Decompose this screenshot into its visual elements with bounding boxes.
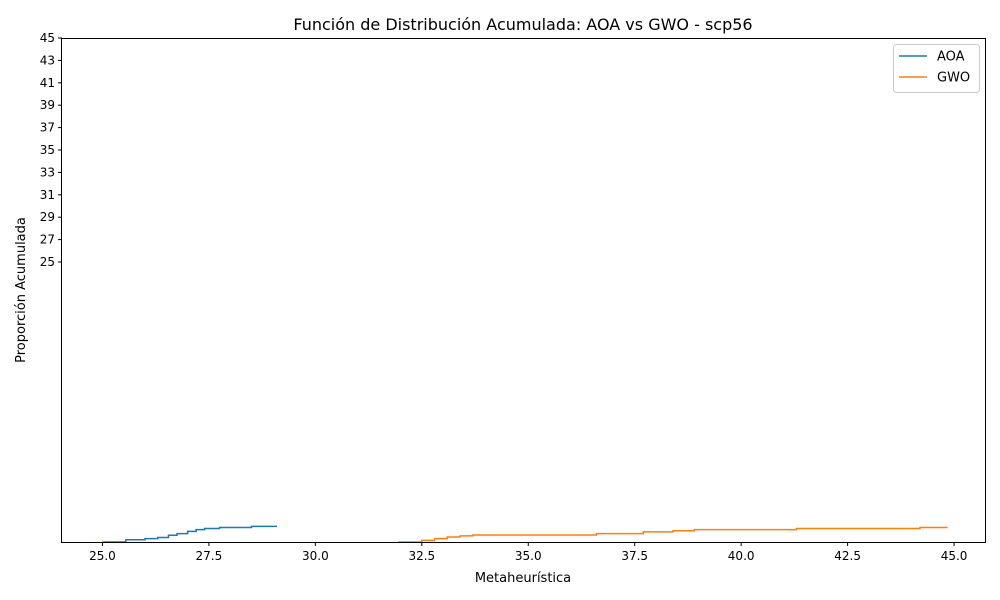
x-tick-label: 25.0: [89, 549, 116, 563]
y-tick-label: 31: [40, 188, 55, 202]
x-axis-label: Metaheurística: [475, 571, 571, 586]
y-tick-label: 27: [40, 233, 55, 247]
series-line-aoa: [102, 525, 278, 543]
y-tick-label: 29: [40, 210, 55, 224]
legend-label-aoa: AOA: [937, 50, 965, 65]
x-tick-label: 30.0: [302, 549, 329, 563]
x-tick-label: 27.5: [196, 549, 223, 563]
x-tick-label: 37.5: [621, 549, 648, 563]
y-tick-label: 41: [40, 76, 55, 90]
legend-label-gwo: GWO: [937, 71, 970, 86]
chart-title: Función de Distribución Acumulada: AOA v…: [293, 15, 752, 34]
y-tick-label: 35: [40, 143, 55, 157]
y-tick-label: 37: [40, 121, 55, 135]
plot-frame: [61, 38, 986, 543]
x-tick-label: 42.5: [834, 549, 861, 563]
y-axis-label: Proporción Acumulada: [14, 217, 29, 363]
y-axis: 25 27 29 31 33 35 37 39 41 43 45: [40, 31, 62, 269]
plot-area: [102, 525, 948, 543]
x-tick-label: 45.0: [941, 549, 968, 563]
y-tick-label: 39: [40, 98, 55, 112]
x-axis: 25.0 27.5 30.0 32.5 35.0 37.5 40.0 42.5 45.0: [89, 542, 967, 563]
x-tick-label: 35.0: [515, 549, 542, 563]
y-tick-label: 43: [40, 53, 55, 67]
series-line-gwo: [398, 526, 948, 543]
legend: AOA GWO: [893, 44, 980, 93]
y-tick-label: 45: [40, 31, 55, 45]
y-tick-label: 25: [40, 255, 55, 269]
x-tick-label: 40.0: [728, 549, 755, 563]
y-tick-label: 33: [40, 165, 55, 179]
x-tick-label: 32.5: [408, 549, 435, 563]
